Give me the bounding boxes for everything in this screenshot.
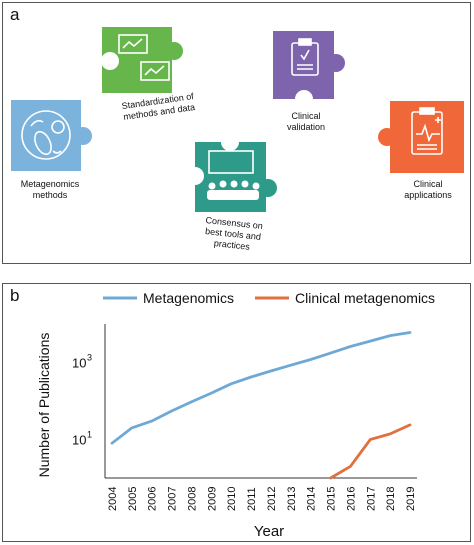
series-line-metagenomics bbox=[110, 331, 412, 445]
step-label-clinical-applications: Clinical applications bbox=[404, 179, 452, 200]
audience-presentation-icon bbox=[207, 150, 260, 200]
y-tick-exponent: 3 bbox=[87, 353, 92, 363]
x-tick-label: 2018 bbox=[385, 487, 397, 511]
series-line-clinical-metagenomics bbox=[329, 423, 412, 480]
puzzle-clinical-validation bbox=[273, 31, 345, 108]
step-label-clinical-validation: Clinical validation bbox=[286, 111, 326, 132]
x-tick-label: 2005 bbox=[127, 487, 139, 511]
puzzle-metagenomics-methods bbox=[11, 100, 92, 171]
x-tick-label: 2017 bbox=[365, 487, 377, 511]
x-tick-label: 2012 bbox=[266, 487, 278, 511]
x-tick-label: 2016 bbox=[345, 487, 357, 511]
puzzle-clinical-applications bbox=[378, 101, 464, 173]
step-label-metagenomics-methods: Metagenomics methods bbox=[20, 179, 80, 200]
x-tick-label: 2006 bbox=[147, 487, 159, 511]
x-tick-label: 2010 bbox=[226, 487, 238, 511]
puzzle-consensus bbox=[186, 133, 277, 212]
clipboard-check-icon bbox=[291, 38, 319, 76]
x-tick-label: 2009 bbox=[206, 487, 218, 511]
microbe-icon bbox=[21, 110, 71, 160]
x-tick-label: 2008 bbox=[186, 487, 198, 511]
panel-a: a bbox=[2, 2, 471, 264]
legend-label: Metagenomics bbox=[143, 290, 234, 306]
x-tick-label: 2007 bbox=[167, 487, 179, 511]
x-tick-label: 2004 bbox=[107, 487, 119, 511]
x-tick-label: 2014 bbox=[306, 487, 318, 511]
panel-b: b 2004 2005 2006 2007 2008 2009 2010 2011 2012 20… bbox=[2, 283, 471, 542]
y-tick-label: 10 bbox=[72, 433, 86, 448]
x-tick-label: 2013 bbox=[286, 487, 298, 511]
x-axis-title: Year bbox=[254, 523, 284, 540]
x-tick-label: 2019 bbox=[405, 487, 417, 511]
legend-label: Clinical metagenomics bbox=[295, 290, 435, 306]
panel-a-label: a bbox=[10, 5, 20, 24]
y-tick-label: 10 bbox=[72, 356, 86, 371]
puzzle-standardization bbox=[101, 27, 183, 93]
x-tick-label: 2015 bbox=[326, 487, 338, 511]
x-tick-label: 2011 bbox=[246, 487, 258, 511]
workflow-diagram bbox=[11, 27, 464, 212]
clipboard-ecg-icon bbox=[411, 107, 443, 155]
y-tick-exponent: 1 bbox=[87, 430, 92, 440]
panel-b-label: b bbox=[10, 286, 20, 305]
publications-chart: 2004 2005 2006 2007 2008 2009 2010 2011 2012 2013… bbox=[36, 290, 435, 540]
monitor-charts-icon bbox=[118, 34, 170, 81]
y-axis-title: Number of Publications bbox=[36, 333, 52, 478]
